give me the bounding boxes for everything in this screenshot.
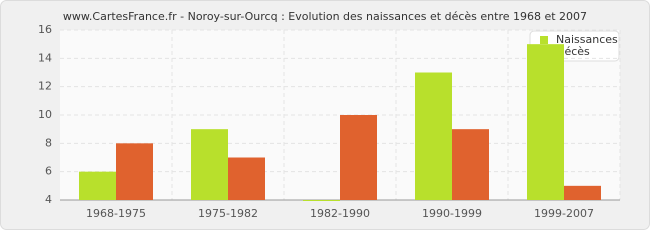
bar (79, 171, 116, 200)
bar (116, 143, 153, 200)
bar (415, 72, 452, 200)
y-tick-label: 6 (45, 165, 52, 178)
y-tick-label: 12 (38, 80, 52, 93)
bar (303, 200, 340, 201)
x-tick-label: 1990-1999 (422, 207, 482, 220)
legend-label: Décès (556, 45, 590, 58)
y-tick-label: 16 (38, 23, 52, 36)
chart-title: www.CartesFrance.fr - Noroy-sur-Ourcq : … (63, 10, 587, 23)
y-tick-label: 4 (45, 193, 52, 206)
y-tick-label: 8 (45, 136, 52, 149)
bar (564, 185, 601, 200)
bar (340, 115, 377, 200)
bar (452, 129, 489, 200)
y-tick-label: 10 (38, 108, 52, 121)
chart: www.CartesFrance.fr - Noroy-sur-Ourcq : … (0, 0, 650, 230)
x-tick-label: 1999-2007 (534, 207, 594, 220)
x-tick-label: 1968-1975 (86, 207, 146, 220)
x-tick-label: 1975-1982 (198, 207, 258, 220)
bar (228, 157, 265, 200)
bar (191, 129, 228, 200)
legend-swatch (540, 36, 548, 44)
x-tick-label: 1982-1990 (310, 207, 370, 220)
bar (527, 44, 564, 200)
legend-label: Naissances (556, 33, 618, 46)
y-tick-label: 14 (38, 51, 52, 64)
